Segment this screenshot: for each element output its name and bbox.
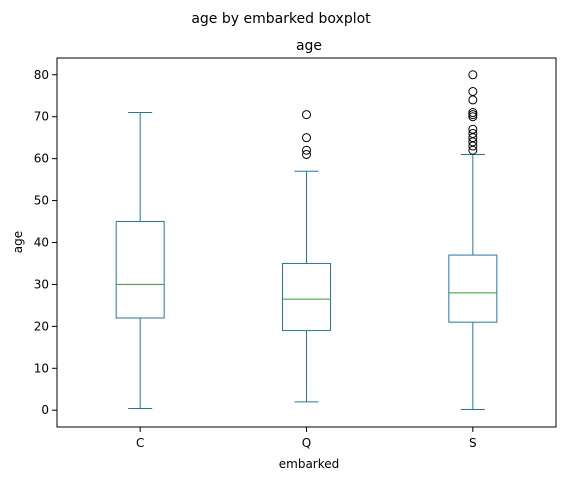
iqr-box <box>448 254 498 323</box>
y-tick-label: 30 <box>34 277 49 291</box>
outlier-point <box>302 149 311 159</box>
x-tick-label: Q <box>302 436 311 450</box>
box-S <box>448 70 498 411</box>
outlier-point <box>468 124 478 134</box>
y-tick-label: 40 <box>34 236 49 250</box>
x-tick-label: C <box>136 436 144 450</box>
chart-suptitle: age by embarked boxplot <box>191 11 371 27</box>
outlier-point <box>468 108 478 118</box>
iqr-box <box>115 221 165 319</box>
y-tick-label: 70 <box>34 110 49 124</box>
x-tick-label: S <box>469 436 477 450</box>
outlier-point <box>302 110 311 120</box>
iqr-box <box>282 262 331 332</box>
outlier-point <box>468 87 478 97</box>
chart-title: age <box>296 38 322 54</box>
y-axis: 0 10 20 30 40 50 60 70 80 <box>34 68 57 417</box>
y-tick-label: 10 <box>34 361 49 375</box>
y-tick-label: 60 <box>34 152 49 166</box>
boxes-group <box>115 70 498 411</box>
y-tick-label: 20 <box>34 319 49 333</box>
x-axis-label: embarked <box>279 457 340 471</box>
outlier-point <box>468 128 478 138</box>
box-C <box>115 112 165 409</box>
y-tick-label: 50 <box>34 194 49 208</box>
outlier-point <box>468 95 478 105</box>
y-tick-label: 80 <box>34 68 49 82</box>
outlier-point <box>302 145 311 155</box>
outlier-point <box>468 70 478 80</box>
y-tick-label: 0 <box>41 403 49 417</box>
outlier-point <box>468 112 478 122</box>
outlier-point <box>468 110 478 120</box>
box-Q <box>282 110 331 403</box>
y-axis-label: age <box>11 231 25 253</box>
outlier-point <box>302 133 311 143</box>
